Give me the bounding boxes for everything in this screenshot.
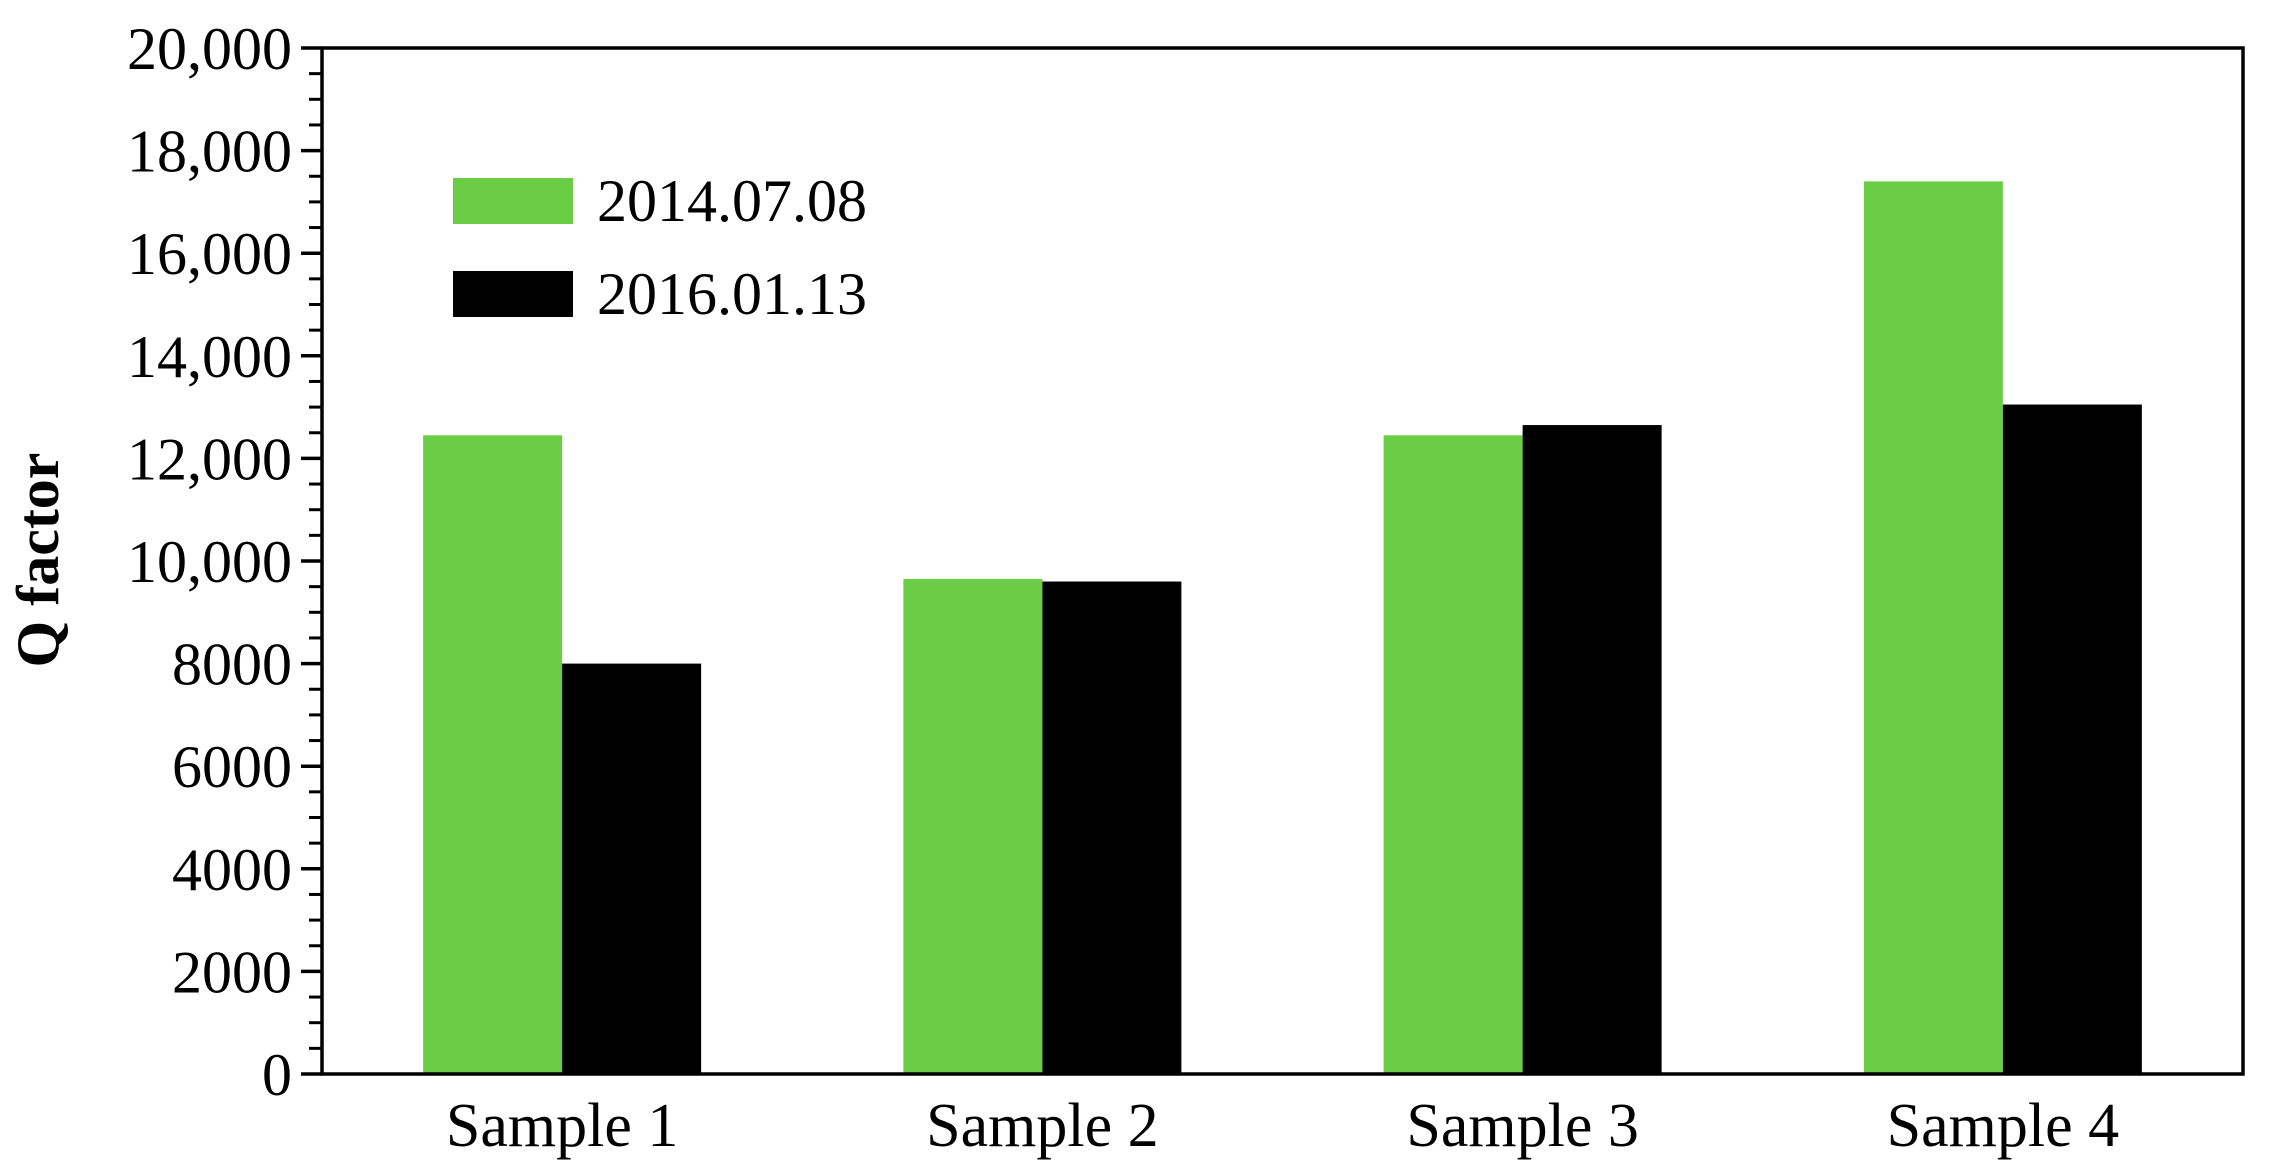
y-axis-tick-label: 8000 (172, 632, 292, 698)
y-axis-tick-label: 14,000 (127, 324, 292, 390)
bar-sample3-series2 (1522, 425, 1662, 1074)
x-axis-label: Sample 4 (1887, 1092, 2119, 1160)
y-axis-tick-label: 18,000 (127, 119, 292, 185)
plot-frame (320, 46, 2245, 1076)
bar-sample1-series1 (423, 435, 563, 1074)
x-axis-label: Sample 3 (1406, 1092, 1638, 1160)
legend-swatch-2 (453, 271, 573, 317)
legend-swatch-1 (453, 178, 573, 224)
bar-sample3-series1 (1383, 435, 1523, 1074)
y-axis-tick-label: 20,000 (127, 16, 292, 82)
legend-label-2: 2016.01.13 (597, 261, 867, 327)
y-axis-tick-label: 12,000 (127, 426, 292, 492)
bar-sample4-series1 (1863, 181, 2003, 1074)
y-axis-tick-label: 10,000 (127, 529, 292, 595)
y-axis-tick-label: 2000 (172, 939, 292, 1005)
x-axis-label: Sample 2 (926, 1092, 1158, 1160)
y-axis-tick-label: 0 (262, 1042, 292, 1108)
x-axis-label: Sample 1 (446, 1092, 678, 1160)
y-axis-tick-label: 6000 (172, 734, 292, 800)
bar-sample1-series2 (562, 663, 702, 1074)
bar-sample4-series2 (2002, 404, 2142, 1074)
y-axis-tick-label: 16,000 (127, 221, 292, 287)
y-axis-title: Q factor (5, 453, 71, 668)
legend-label-1: 2014.07.08 (597, 168, 867, 234)
bar-sample2-series2 (1042, 581, 1182, 1074)
bar-sample2-series1 (903, 578, 1043, 1074)
y-axis-tick-label: 4000 (172, 837, 292, 903)
